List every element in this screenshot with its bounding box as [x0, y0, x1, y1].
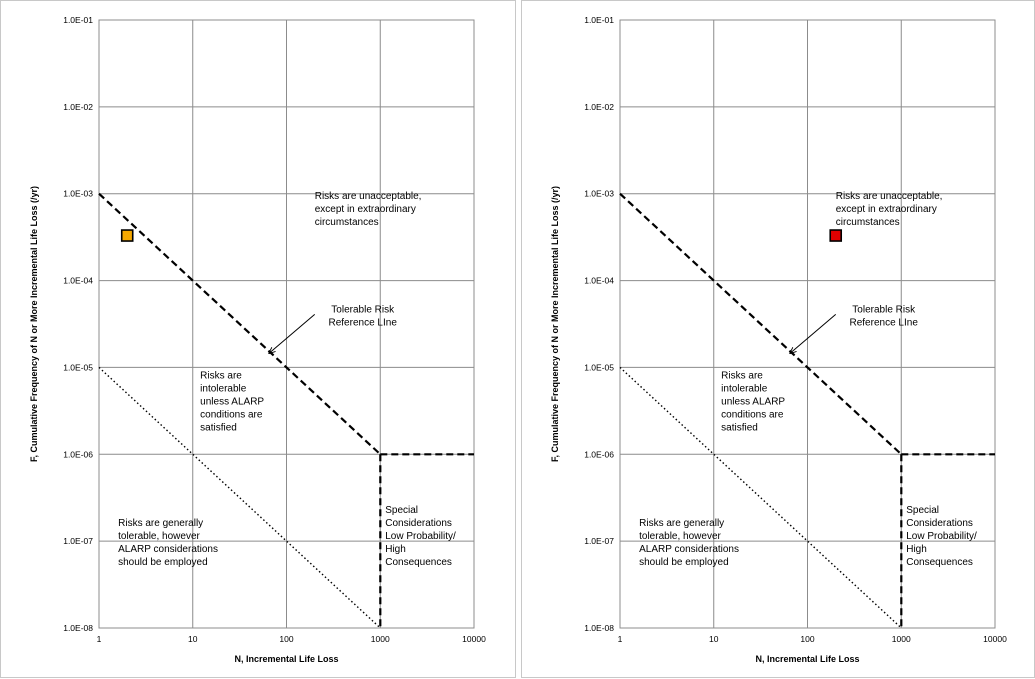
annotation-line: Reference LIne	[850, 317, 919, 328]
annotation-line: tolerable, however	[639, 531, 721, 542]
y-tick-label: 1.0E-08	[584, 623, 614, 633]
annotation-line: Risks are unacceptable,	[315, 191, 422, 202]
annotation-line: unless ALARP	[721, 396, 785, 407]
y-tick-label: 1.0E-01	[584, 15, 614, 25]
annotation-line: Tolerable Risk	[852, 304, 916, 315]
x-tick-label: 1000	[371, 634, 390, 644]
annotation-text: Special Considerations Low Probability/Hig…	[906, 505, 977, 568]
x-tick-label: 10	[188, 634, 198, 644]
y-axis-label: F, Cumulative Frequency of N or More Inc…	[550, 186, 560, 462]
annotation-line: satisfied	[721, 422, 758, 433]
y-tick-label: 1.0E-03	[63, 189, 93, 199]
annotation-line: Risks are unacceptable,	[836, 191, 943, 202]
annotation-text: Risks are intolerable unless ALARP conditio…	[200, 370, 264, 433]
tolerable-risk-line	[98, 192, 382, 456]
y-tick-label: 1.0E-01	[63, 15, 93, 25]
y-tick-label: 1.0E-02	[63, 102, 93, 112]
annotation-line: Special	[385, 505, 418, 516]
y-tick-label: 1.0E-04	[584, 276, 614, 286]
fn-chart-right: 1 10 100 1000 10000 1.0E-01 1.0E-02 1.0E-03 1.0E…	[550, 15, 1007, 664]
x-axis-label: N, Incremental Life Loss	[234, 654, 338, 664]
y-axis-label: F, Cumulative Frequency of N or More Inc…	[29, 186, 39, 462]
x-axis-label: N, Incremental Life Loss	[755, 654, 859, 664]
annotation-text: Risks are unacceptable, except in extraor…	[836, 191, 943, 228]
annotation-line: should be employed	[118, 557, 208, 568]
annotation-text: Tolerable Risk Reference LIne	[329, 304, 398, 328]
fn-chart-panel-left: 1 10 100 1000 10000 1.0E-01 1.0E-02 1.0E-03 1.0E…	[0, 0, 516, 678]
annotation-line: Risks are generally	[118, 518, 203, 529]
annotation-line: circumstances	[836, 217, 900, 228]
fn-chart-panel-right: 1 10 100 1000 10000 1.0E-01 1.0E-02 1.0E-03 1.0E…	[521, 0, 1035, 678]
x-tick-label: 1	[97, 634, 102, 644]
risk-data-point	[829, 229, 843, 242]
annotation-line: Reference LIne	[329, 317, 398, 328]
annotation-line: ALARP considerations	[639, 544, 739, 555]
y-tick-label: 1.0E-08	[63, 623, 93, 633]
risk-data-point	[120, 229, 134, 242]
annotation-line: ALARP considerations	[118, 544, 218, 555]
y-tick-label: 1.0E-04	[63, 276, 93, 286]
annotation-line: High	[385, 544, 406, 555]
x-tick-label: 10000	[462, 634, 486, 644]
annotation-text: Risks are intolerable unless ALARP conditio…	[721, 370, 785, 433]
plot-border	[619, 19, 996, 629]
annotation-line: except in extraordinary	[315, 204, 416, 215]
x-tick-label: 10	[709, 634, 719, 644]
y-tick-label: 1.0E-05	[584, 362, 614, 372]
x-tick-label: 1000	[892, 634, 911, 644]
annotation-line: unless ALARP	[200, 396, 264, 407]
annotation-line: intolerable	[200, 383, 247, 394]
annotation-line: Special	[906, 505, 939, 516]
annotation-line: intolerable	[721, 383, 768, 394]
annotation-text: Special Considerations Low Probability/Hig…	[385, 505, 456, 568]
annotation-line: Tolerable Risk	[331, 304, 395, 315]
annotation-line: conditions are	[721, 409, 784, 420]
annotation-arrow	[269, 314, 316, 353]
tolerable-risk-line	[619, 192, 903, 456]
annotation-line: should be employed	[639, 557, 729, 568]
annotation-line: Consequences	[906, 557, 973, 568]
annotation-line: tolerable, however	[118, 531, 200, 542]
annotation-line: Risks are	[200, 370, 242, 381]
plot-border	[98, 19, 475, 629]
x-tick-label: 100	[279, 634, 293, 644]
annotation-line: Low Probability/	[385, 531, 456, 542]
annotation-line: conditions are	[200, 409, 263, 420]
fn-chart-left: 1 10 100 1000 10000 1.0E-01 1.0E-02 1.0E-03 1.0E…	[29, 15, 486, 664]
y-tick-label: 1.0E-06	[584, 449, 614, 459]
x-tick-label: 10000	[983, 634, 1007, 644]
annotation-line: Considerations	[906, 518, 973, 529]
annotation-line: Risks are	[721, 370, 763, 381]
y-tick-label: 1.0E-03	[584, 189, 614, 199]
annotation-text: Tolerable Risk Reference LIne	[850, 304, 919, 328]
annotation-line: Risks are generally	[639, 518, 724, 529]
annotation-line: Considerations	[385, 518, 452, 529]
annotation-line: except in extraordinary	[836, 204, 937, 215]
annotation-line: Consequences	[385, 557, 452, 568]
annotation-text: Risks are generally tolerable, however ALA…	[639, 518, 739, 568]
annotation-text: Risks are generally tolerable, however ALA…	[118, 518, 218, 568]
annotation-arrow	[790, 314, 837, 353]
y-tick-label: 1.0E-07	[63, 536, 93, 546]
y-tick-label: 1.0E-02	[584, 102, 614, 112]
annotation-line: satisfied	[200, 422, 237, 433]
y-tick-label: 1.0E-06	[63, 449, 93, 459]
annotation-line: circumstances	[315, 217, 379, 228]
annotation-line: Low Probability/	[906, 531, 977, 542]
x-tick-label: 1	[618, 634, 623, 644]
x-tick-label: 100	[800, 634, 814, 644]
annotation-text: Risks are unacceptable, except in extraor…	[315, 191, 422, 228]
y-tick-label: 1.0E-07	[584, 536, 614, 546]
annotation-line: High	[906, 544, 927, 555]
y-tick-label: 1.0E-05	[63, 362, 93, 372]
